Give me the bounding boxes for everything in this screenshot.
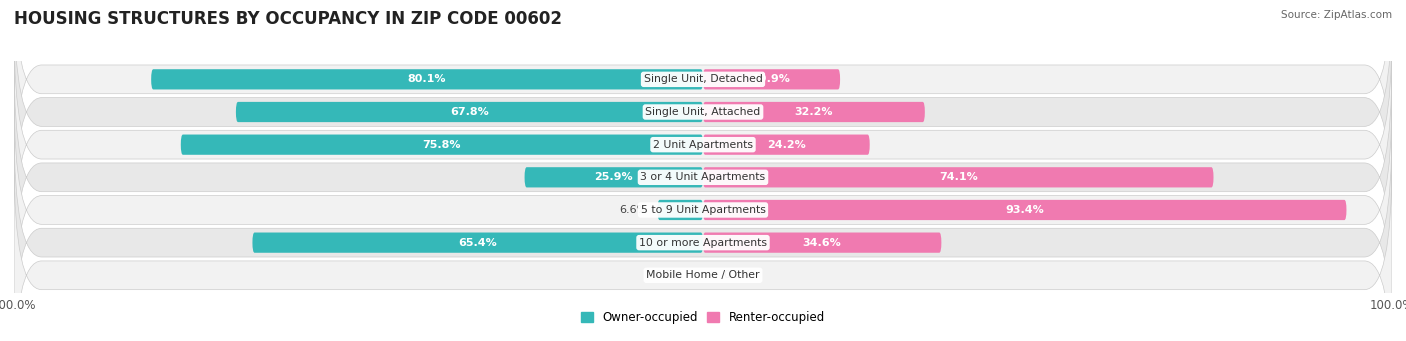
FancyBboxPatch shape <box>152 69 703 89</box>
FancyBboxPatch shape <box>14 0 1392 196</box>
Text: Single Unit, Detached: Single Unit, Detached <box>644 74 762 84</box>
FancyBboxPatch shape <box>253 233 703 253</box>
Text: 65.4%: 65.4% <box>458 238 498 248</box>
Text: 2 Unit Apartments: 2 Unit Apartments <box>652 140 754 150</box>
Text: 19.9%: 19.9% <box>752 74 792 84</box>
FancyBboxPatch shape <box>524 167 703 188</box>
Text: 32.2%: 32.2% <box>794 107 834 117</box>
Text: 10 or more Apartments: 10 or more Apartments <box>638 238 768 248</box>
Text: 25.9%: 25.9% <box>595 172 633 182</box>
FancyBboxPatch shape <box>14 159 1392 341</box>
Text: 80.1%: 80.1% <box>408 74 446 84</box>
FancyBboxPatch shape <box>658 200 703 220</box>
Text: HOUSING STRUCTURES BY OCCUPANCY IN ZIP CODE 00602: HOUSING STRUCTURES BY OCCUPANCY IN ZIP C… <box>14 10 562 28</box>
Text: Mobile Home / Other: Mobile Home / Other <box>647 270 759 280</box>
FancyBboxPatch shape <box>703 167 1213 188</box>
Text: 5 to 9 Unit Apartments: 5 to 9 Unit Apartments <box>641 205 765 215</box>
FancyBboxPatch shape <box>703 200 1347 220</box>
Text: 74.1%: 74.1% <box>939 172 977 182</box>
FancyBboxPatch shape <box>703 135 870 155</box>
FancyBboxPatch shape <box>703 69 841 89</box>
FancyBboxPatch shape <box>14 28 1392 261</box>
Text: 67.8%: 67.8% <box>450 107 489 117</box>
Text: 93.4%: 93.4% <box>1005 205 1045 215</box>
FancyBboxPatch shape <box>181 135 703 155</box>
FancyBboxPatch shape <box>14 0 1392 228</box>
Text: 0.0%: 0.0% <box>654 270 682 280</box>
Legend: Owner-occupied, Renter-occupied: Owner-occupied, Renter-occupied <box>576 307 830 329</box>
Text: 0.0%: 0.0% <box>724 270 752 280</box>
FancyBboxPatch shape <box>703 233 942 253</box>
FancyBboxPatch shape <box>14 127 1392 341</box>
FancyBboxPatch shape <box>703 102 925 122</box>
FancyBboxPatch shape <box>14 94 1392 326</box>
Text: Single Unit, Attached: Single Unit, Attached <box>645 107 761 117</box>
Text: 34.6%: 34.6% <box>803 238 842 248</box>
Text: 3 or 4 Unit Apartments: 3 or 4 Unit Apartments <box>641 172 765 182</box>
Text: Source: ZipAtlas.com: Source: ZipAtlas.com <box>1281 10 1392 20</box>
FancyBboxPatch shape <box>14 61 1392 294</box>
Text: 24.2%: 24.2% <box>768 140 806 150</box>
Text: 6.6%: 6.6% <box>619 205 647 215</box>
Text: 75.8%: 75.8% <box>423 140 461 150</box>
FancyBboxPatch shape <box>236 102 703 122</box>
